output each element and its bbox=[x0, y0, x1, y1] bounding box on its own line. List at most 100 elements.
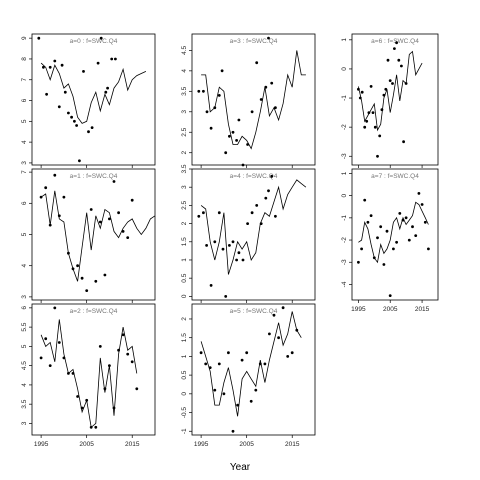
y-tick-label: 0 bbox=[181, 294, 188, 298]
data-point bbox=[295, 328, 299, 332]
data-point bbox=[99, 36, 103, 40]
data-point bbox=[45, 92, 48, 96]
y-tick-label: -3 bbox=[341, 153, 348, 159]
panel-frame bbox=[191, 168, 316, 301]
data-point bbox=[224, 295, 228, 298]
data-point bbox=[94, 425, 98, 429]
data-point bbox=[108, 364, 111, 367]
data-point bbox=[366, 220, 370, 224]
y-tick-label: 4.5 bbox=[181, 45, 188, 54]
data-point bbox=[400, 64, 403, 68]
y-tick-label: 1 bbox=[181, 258, 188, 262]
data-point bbox=[231, 130, 235, 134]
data-point bbox=[358, 96, 362, 100]
data-point bbox=[270, 174, 274, 178]
y-tick-label: 7 bbox=[21, 78, 28, 82]
data-point bbox=[135, 387, 139, 391]
data-point bbox=[411, 225, 414, 229]
panel-title: a=7 : f=SWC.Q4 bbox=[371, 173, 419, 180]
data-point bbox=[57, 214, 61, 218]
y-tick-label: 3.5 bbox=[21, 399, 28, 408]
panel-frame bbox=[31, 33, 156, 166]
y-tick-label: 4.5 bbox=[21, 361, 28, 370]
y-tick-label: -2 bbox=[341, 237, 348, 243]
data-point bbox=[290, 351, 294, 355]
data-point bbox=[63, 90, 67, 94]
data-point bbox=[217, 94, 221, 97]
data-point bbox=[76, 264, 79, 268]
y-tick-label: 1 bbox=[341, 38, 348, 42]
data-point bbox=[197, 89, 201, 93]
x-tick-label: 1995 bbox=[351, 306, 366, 313]
data-point bbox=[205, 244, 209, 247]
panel-frame bbox=[351, 33, 439, 166]
data-point bbox=[404, 216, 408, 220]
series-line bbox=[40, 190, 156, 282]
data-point bbox=[241, 163, 245, 167]
y-tick-label: 1 bbox=[181, 354, 188, 358]
data-point bbox=[39, 195, 43, 199]
data-point bbox=[85, 398, 89, 402]
panel-title: a=1 : f=SWC.Q4 bbox=[70, 173, 118, 180]
x-tick-label: 2015 bbox=[125, 441, 140, 448]
y-tick-label: 3 bbox=[21, 295, 28, 299]
data-point bbox=[89, 208, 93, 211]
data-point bbox=[267, 36, 270, 40]
data-point bbox=[267, 189, 270, 193]
panel-title: a=4 : f=SWC.Q4 bbox=[230, 173, 278, 180]
data-point bbox=[417, 192, 421, 195]
data-point bbox=[420, 203, 424, 206]
series-line bbox=[40, 319, 138, 429]
data-point bbox=[108, 217, 111, 221]
data-point bbox=[255, 61, 259, 65]
data-point bbox=[112, 180, 116, 183]
panel-frame bbox=[31, 303, 156, 436]
data-point bbox=[90, 126, 94, 129]
y-tick-label: 6 bbox=[21, 98, 28, 102]
panel-frame bbox=[191, 33, 316, 166]
series-line bbox=[200, 311, 302, 417]
panel-2: a=2 : f=SWC.Q4 3 3.5 4 4.5 5 5.5 6 1995 2005 2015 bbox=[21, 303, 156, 448]
y-tick-label: 5.5 bbox=[21, 322, 28, 331]
data-point bbox=[250, 211, 254, 215]
y-tick-label: 2 bbox=[181, 317, 188, 321]
data-point bbox=[104, 90, 108, 94]
y-tick-label: 3.5 bbox=[181, 86, 188, 95]
y-tick-label: 1.5 bbox=[181, 237, 188, 246]
x-tick-label: 2005 bbox=[383, 306, 398, 313]
data-point bbox=[250, 110, 254, 114]
data-point bbox=[205, 110, 209, 114]
data-point bbox=[245, 351, 249, 355]
data-point bbox=[53, 173, 57, 177]
panel-title: a=0 : f=SWC.Q4 bbox=[70, 38, 118, 45]
y-tick-label: 5 bbox=[21, 344, 28, 348]
data-point bbox=[98, 220, 102, 224]
x-tick-label: 1995 bbox=[34, 441, 49, 448]
panel-6: a=6 : f=SWC.Q4 -3 -2 -1 0 1 bbox=[341, 33, 439, 168]
data-point bbox=[57, 105, 61, 109]
data-point bbox=[197, 214, 201, 218]
data-point bbox=[110, 57, 114, 61]
data-point bbox=[228, 134, 231, 138]
data-point bbox=[402, 140, 405, 144]
data-point bbox=[382, 263, 386, 266]
data-point bbox=[80, 406, 84, 410]
data-point bbox=[407, 238, 411, 242]
y-tick-label: 0 bbox=[181, 392, 188, 396]
panel-frame bbox=[351, 168, 439, 301]
data-point bbox=[39, 356, 43, 360]
data-point bbox=[106, 86, 109, 90]
series-line bbox=[40, 62, 147, 124]
data-point bbox=[367, 111, 371, 114]
y-tick-label: 1.5 bbox=[181, 333, 188, 342]
data-point bbox=[202, 211, 205, 215]
y-tick-label: 7 bbox=[21, 170, 28, 174]
data-point bbox=[217, 362, 221, 366]
data-point bbox=[386, 58, 390, 62]
data-point bbox=[130, 198, 134, 202]
data-point bbox=[53, 59, 57, 63]
x-axis-label: Year bbox=[230, 462, 251, 473]
data-point bbox=[202, 89, 205, 93]
data-point bbox=[130, 360, 134, 364]
data-point bbox=[384, 87, 388, 91]
